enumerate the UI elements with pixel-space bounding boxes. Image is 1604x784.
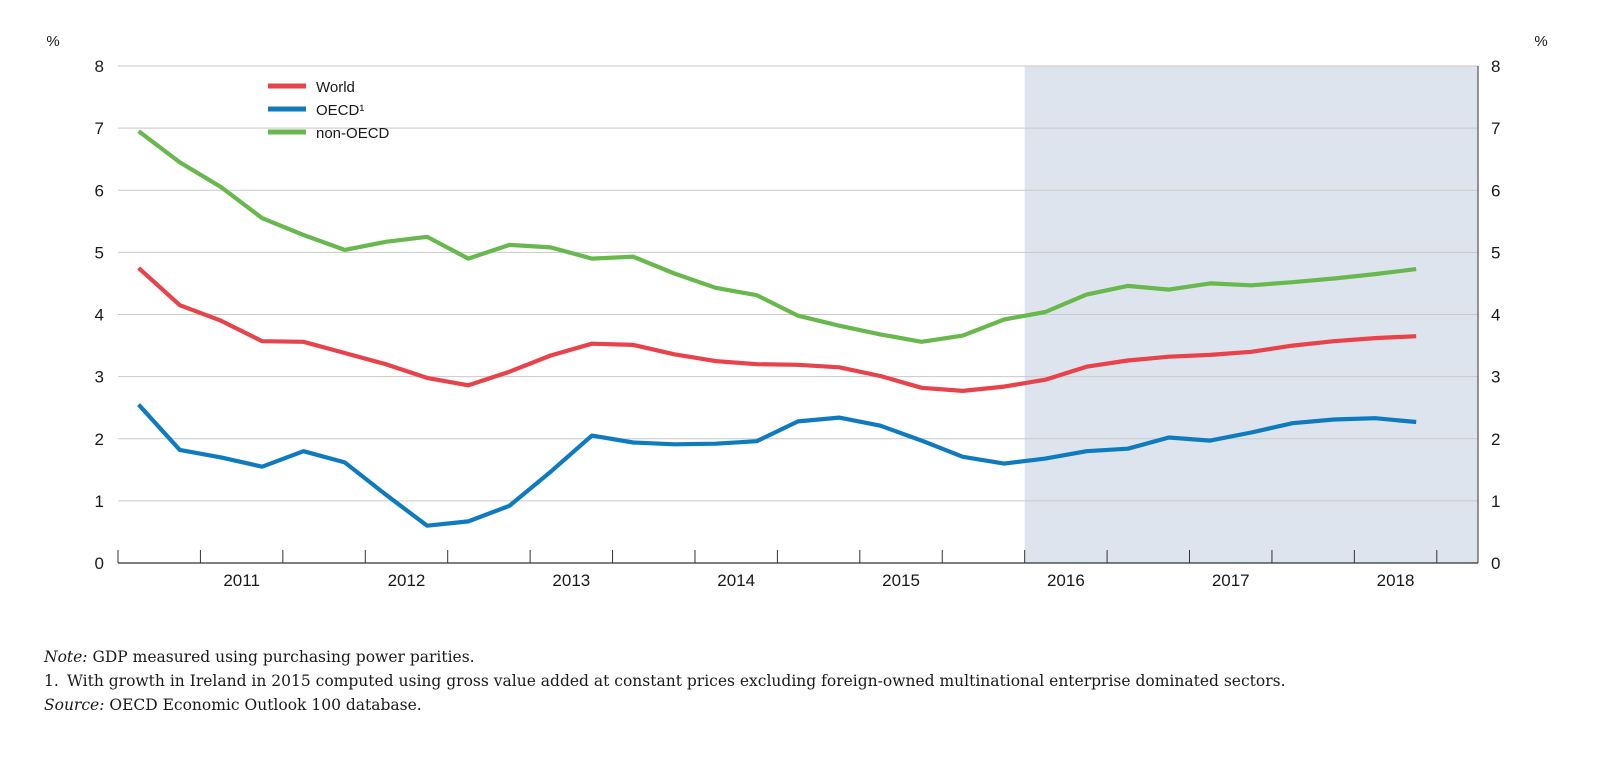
footnote-text: With growth in Ireland in 2015 computed … [67,672,1286,690]
x-tick-label: 2018 [1377,571,1415,590]
series-line-non-oecd [137,129,1417,344]
y-tick-label-left: 5 [95,243,104,262]
note-line: Note: GDP measured using purchasing powe… [44,645,1589,669]
y-tick-label-right: 0 [1491,554,1500,573]
legend-label: OECD¹ [316,102,364,119]
axes: % % 0 0 1 1 2 2 3 3 4 4 5 5 6 6 7 7 8 8 2011 2012 2013 2014 20… [46,33,1547,590]
y-tick-label-right: 1 [1491,492,1500,511]
y-tick-label-left: 6 [95,181,104,200]
series-line-oecd [137,403,1417,528]
y-tick-label-left: 1 [95,492,104,511]
series-lines [137,129,1417,528]
y-tick-label-right: 7 [1491,119,1500,138]
left-axis-unit: % [46,33,59,50]
y-tick-label-left: 4 [95,306,104,325]
note-label: Note: [44,648,88,666]
chart-notes: Note: GDP measured using purchasing powe… [44,645,1589,717]
x-tick-label: 2015 [882,571,920,590]
footnote-number: 1. [44,672,59,690]
line-chart: % % 0 0 1 1 2 2 3 3 4 4 5 5 6 6 7 7 8 8 2011 2012 2013 2014 20… [46,33,1547,590]
y-tick-label-right: 8 [1491,57,1500,76]
legend-label: World [316,79,355,96]
source-text: OECD Economic Outlook 100 database. [109,696,422,714]
series-line-world [137,266,1417,393]
legend-label: non-OECD [316,125,390,142]
y-tick-label-left: 3 [95,368,104,387]
source-line: Source: OECD Economic Outlook 100 databa… [44,693,1589,717]
y-tick-label-right: 6 [1491,181,1500,200]
y-tick-label-left: 2 [95,430,104,449]
y-tick-label-left: 0 [95,554,104,573]
legend: World OECD¹ non-OECD [268,79,390,142]
y-tick-label-left: 8 [95,57,104,76]
x-tick-label: 2011 [223,571,260,590]
x-tick-label: 2012 [388,571,426,590]
y-tick-label-left: 7 [95,119,104,138]
x-tick-label: 2016 [1047,571,1085,590]
footnote: 1. With growth in Ireland in 2015 comput… [44,669,1589,693]
source-label: Source: [44,696,105,714]
y-tick-label-right: 4 [1491,306,1500,325]
gridlines [118,65,1478,502]
x-tick-label: 2013 [552,571,590,590]
y-tick-label-right: 2 [1491,430,1500,449]
note-text: GDP measured using purchasing power pari… [92,648,475,666]
y-tick-label-right: 3 [1491,368,1500,387]
y-tick-label-right: 5 [1491,243,1500,262]
right-axis-unit: % [1534,33,1547,50]
x-tick-label: 2014 [717,571,755,590]
x-tick-label: 2017 [1212,571,1250,590]
